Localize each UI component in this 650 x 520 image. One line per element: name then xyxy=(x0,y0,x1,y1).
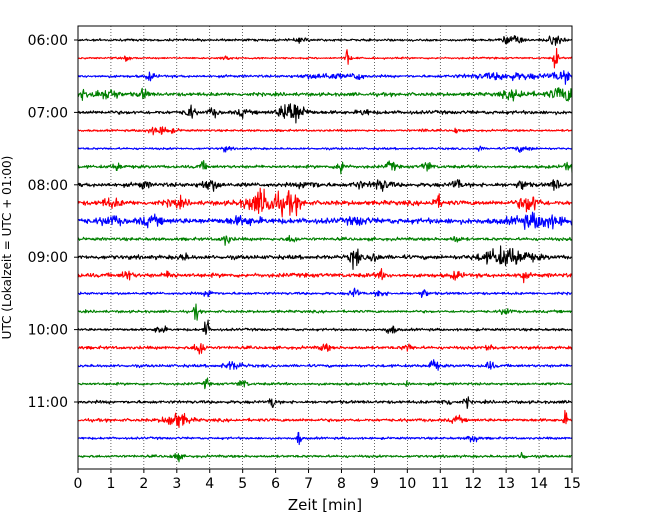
x-tick-label: 6 xyxy=(271,476,280,492)
x-tick-label: 12 xyxy=(464,476,482,492)
x-tick-label: 3 xyxy=(172,476,181,492)
trace-0930 xyxy=(77,287,573,299)
trace-0730 xyxy=(77,145,573,154)
x-tick-label: 14 xyxy=(530,476,548,492)
x-tick-label: 4 xyxy=(205,476,214,492)
x-tick-label: 5 xyxy=(238,476,247,492)
x-tick-label: 1 xyxy=(106,476,115,492)
y-tick-label: 06:00 xyxy=(28,33,68,49)
x-tick-label: 10 xyxy=(398,476,416,492)
x-axis-ticks: 0 1 2 3 4 5 6 7 8 9 10 11 12 13 14 15 xyxy=(74,469,581,492)
trace-1015 xyxy=(77,342,573,355)
trace-1045 xyxy=(77,377,573,390)
y-tick-label: 09:00 xyxy=(28,250,68,266)
y-axis-label: UTC (Lokalzeit = UTC + 01:00) xyxy=(0,156,14,340)
x-tick-label: 15 xyxy=(563,476,581,492)
trace-1000 xyxy=(77,319,573,335)
trace-1145 xyxy=(77,451,573,463)
trace-0745 xyxy=(77,160,573,175)
x-tick-label: 8 xyxy=(337,476,346,492)
trace-0700 xyxy=(77,103,573,124)
grid-lines xyxy=(110,26,540,469)
trace-0945 xyxy=(77,303,573,321)
trace-1130 xyxy=(77,431,573,446)
x-tick-label: 0 xyxy=(74,476,83,492)
x-tick-label: 11 xyxy=(431,476,449,492)
x-tick-label: 13 xyxy=(497,476,515,492)
y-tick-label: 07:00 xyxy=(28,105,68,121)
trace-0900 xyxy=(77,245,573,270)
y-tick-label: 10:00 xyxy=(28,323,68,339)
x-tick-label: 2 xyxy=(139,476,148,492)
trace-0845 xyxy=(77,234,573,246)
x-tick-label: 9 xyxy=(370,476,379,492)
trace-0915 xyxy=(77,268,573,284)
trace-0715 xyxy=(77,126,573,136)
y-tick-label: 11:00 xyxy=(28,395,68,411)
trace-0830 xyxy=(77,211,573,230)
trace-1115 xyxy=(77,409,573,429)
seismogram-traces xyxy=(77,35,573,463)
x-tick-label: 7 xyxy=(304,476,313,492)
trace-1100 xyxy=(77,396,573,409)
x-axis-label: Zeit [min] xyxy=(288,496,362,514)
trace-1030 xyxy=(77,359,573,371)
trace-0615 xyxy=(77,47,573,69)
trace-0800 xyxy=(77,179,573,192)
trace-0815 xyxy=(77,187,573,218)
y-tick-label: 08:00 xyxy=(28,178,68,194)
y-axis-ticks: 06:00 07:00 08:00 09:00 10:00 11:00 xyxy=(28,33,78,411)
trace-0630 xyxy=(77,70,573,85)
trace-0600 xyxy=(77,35,573,46)
trace-0645 xyxy=(77,87,573,102)
plot-frame xyxy=(77,25,573,470)
